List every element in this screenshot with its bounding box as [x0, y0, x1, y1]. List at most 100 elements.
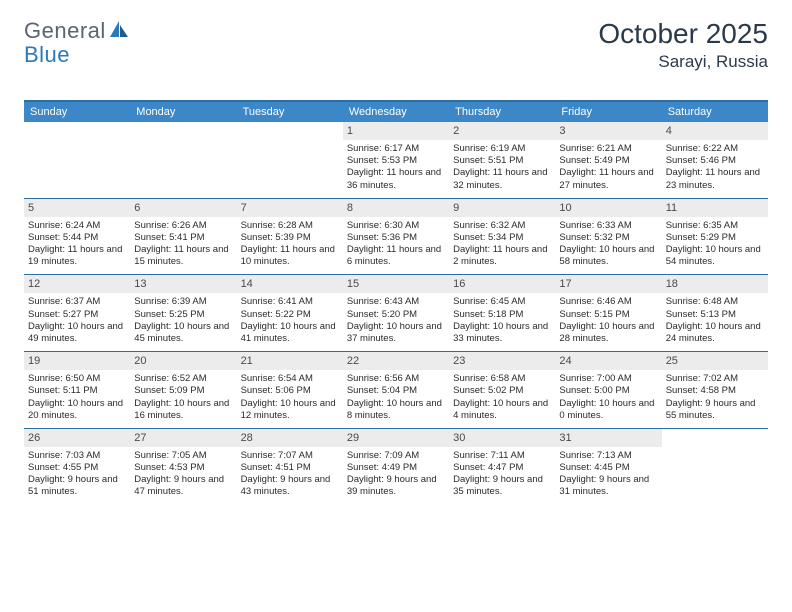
day-text: Sunrise: 6:48 AM Sunset: 5:13 PM Dayligh…	[662, 293, 768, 351]
day-number: 23	[449, 352, 555, 370]
day-number: 26	[24, 429, 130, 447]
day-number: 15	[343, 275, 449, 293]
calendar-page: General October 2025 Sarayi, Russia Blue…	[0, 0, 792, 525]
calendar-cell: 17Sunrise: 6:46 AM Sunset: 5:15 PM Dayli…	[555, 275, 661, 352]
location: Sarayi, Russia	[598, 52, 768, 72]
calendar-cell: 25Sunrise: 7:02 AM Sunset: 4:58 PM Dayli…	[662, 352, 768, 429]
day-text: Sunrise: 6:35 AM Sunset: 5:29 PM Dayligh…	[662, 217, 768, 275]
day-text: Sunrise: 6:37 AM Sunset: 5:27 PM Dayligh…	[24, 293, 130, 351]
calendar-cell: 14Sunrise: 6:41 AM Sunset: 5:22 PM Dayli…	[237, 275, 343, 352]
day-text: Sunrise: 7:02 AM Sunset: 4:58 PM Dayligh…	[662, 370, 768, 428]
calendar-cell	[237, 122, 343, 198]
day-text	[662, 447, 768, 456]
day-number: 12	[24, 275, 130, 293]
calendar-cell: 31Sunrise: 7:13 AM Sunset: 4:45 PM Dayli…	[555, 428, 661, 504]
calendar-cell	[662, 428, 768, 504]
calendar-cell: 19Sunrise: 6:50 AM Sunset: 5:11 PM Dayli…	[24, 352, 130, 429]
day-text: Sunrise: 7:07 AM Sunset: 4:51 PM Dayligh…	[237, 447, 343, 505]
calendar-cell: 8Sunrise: 6:30 AM Sunset: 5:36 PM Daylig…	[343, 198, 449, 275]
day-number	[237, 122, 343, 140]
calendar-cell: 15Sunrise: 6:43 AM Sunset: 5:20 PM Dayli…	[343, 275, 449, 352]
day-number: 7	[237, 199, 343, 217]
day-number: 18	[662, 275, 768, 293]
calendar-cell: 5Sunrise: 6:24 AM Sunset: 5:44 PM Daylig…	[24, 198, 130, 275]
day-number: 8	[343, 199, 449, 217]
calendar-cell: 22Sunrise: 6:56 AM Sunset: 5:04 PM Dayli…	[343, 352, 449, 429]
day-text: Sunrise: 6:30 AM Sunset: 5:36 PM Dayligh…	[343, 217, 449, 275]
calendar-table: SundayMondayTuesdayWednesdayThursdayFrid…	[24, 102, 768, 505]
calendar-head: SundayMondayTuesdayWednesdayThursdayFrid…	[24, 102, 768, 122]
day-number: 19	[24, 352, 130, 370]
calendar-cell	[130, 122, 236, 198]
day-text: Sunrise: 6:46 AM Sunset: 5:15 PM Dayligh…	[555, 293, 661, 351]
day-text: Sunrise: 6:19 AM Sunset: 5:51 PM Dayligh…	[449, 140, 555, 198]
day-text: Sunrise: 6:45 AM Sunset: 5:18 PM Dayligh…	[449, 293, 555, 351]
day-number: 25	[662, 352, 768, 370]
day-text: Sunrise: 6:28 AM Sunset: 5:39 PM Dayligh…	[237, 217, 343, 275]
day-text	[130, 140, 236, 149]
calendar-week: 26Sunrise: 7:03 AM Sunset: 4:55 PM Dayli…	[24, 428, 768, 504]
day-number: 22	[343, 352, 449, 370]
calendar-cell: 7Sunrise: 6:28 AM Sunset: 5:39 PM Daylig…	[237, 198, 343, 275]
header: General October 2025 Sarayi, Russia	[24, 18, 768, 72]
day-number: 1	[343, 122, 449, 140]
day-text	[237, 140, 343, 149]
month-title: October 2025	[598, 18, 768, 50]
day-text: Sunrise: 6:22 AM Sunset: 5:46 PM Dayligh…	[662, 140, 768, 198]
title-block: October 2025 Sarayi, Russia	[598, 18, 768, 72]
day-text: Sunrise: 6:26 AM Sunset: 5:41 PM Dayligh…	[130, 217, 236, 275]
day-number: 31	[555, 429, 661, 447]
day-text: Sunrise: 6:43 AM Sunset: 5:20 PM Dayligh…	[343, 293, 449, 351]
brand-logo: General	[24, 18, 130, 44]
day-text: Sunrise: 7:13 AM Sunset: 4:45 PM Dayligh…	[555, 447, 661, 505]
calendar-week: 19Sunrise: 6:50 AM Sunset: 5:11 PM Dayli…	[24, 352, 768, 429]
day-text: Sunrise: 7:05 AM Sunset: 4:53 PM Dayligh…	[130, 447, 236, 505]
day-number: 11	[662, 199, 768, 217]
day-header: Friday	[555, 102, 661, 122]
calendar-cell	[24, 122, 130, 198]
day-text: Sunrise: 6:56 AM Sunset: 5:04 PM Dayligh…	[343, 370, 449, 428]
brand-blue: Blue	[24, 42, 70, 67]
day-header: Wednesday	[343, 102, 449, 122]
day-number	[662, 429, 768, 447]
sail-icon	[108, 19, 130, 44]
day-text: Sunrise: 6:39 AM Sunset: 5:25 PM Dayligh…	[130, 293, 236, 351]
day-text: Sunrise: 7:11 AM Sunset: 4:47 PM Dayligh…	[449, 447, 555, 505]
day-text: Sunrise: 6:21 AM Sunset: 5:49 PM Dayligh…	[555, 140, 661, 198]
calendar-cell: 30Sunrise: 7:11 AM Sunset: 4:47 PM Dayli…	[449, 428, 555, 504]
day-number: 27	[130, 429, 236, 447]
calendar-cell: 9Sunrise: 6:32 AM Sunset: 5:34 PM Daylig…	[449, 198, 555, 275]
calendar-cell: 13Sunrise: 6:39 AM Sunset: 5:25 PM Dayli…	[130, 275, 236, 352]
day-number: 6	[130, 199, 236, 217]
day-text: Sunrise: 6:50 AM Sunset: 5:11 PM Dayligh…	[24, 370, 130, 428]
day-number: 28	[237, 429, 343, 447]
calendar-cell: 3Sunrise: 6:21 AM Sunset: 5:49 PM Daylig…	[555, 122, 661, 198]
calendar-week: 12Sunrise: 6:37 AM Sunset: 5:27 PM Dayli…	[24, 275, 768, 352]
day-header: Monday	[130, 102, 236, 122]
calendar-cell: 23Sunrise: 6:58 AM Sunset: 5:02 PM Dayli…	[449, 352, 555, 429]
day-number: 4	[662, 122, 768, 140]
day-header: Thursday	[449, 102, 555, 122]
day-number: 3	[555, 122, 661, 140]
day-text: Sunrise: 6:52 AM Sunset: 5:09 PM Dayligh…	[130, 370, 236, 428]
calendar-cell: 28Sunrise: 7:07 AM Sunset: 4:51 PM Dayli…	[237, 428, 343, 504]
day-header: Tuesday	[237, 102, 343, 122]
calendar-wrap: SundayMondayTuesdayWednesdayThursdayFrid…	[24, 100, 768, 505]
day-number: 2	[449, 122, 555, 140]
calendar-cell: 1Sunrise: 6:17 AM Sunset: 5:53 PM Daylig…	[343, 122, 449, 198]
day-text: Sunrise: 6:54 AM Sunset: 5:06 PM Dayligh…	[237, 370, 343, 428]
day-header: Saturday	[662, 102, 768, 122]
day-number	[130, 122, 236, 140]
calendar-cell: 29Sunrise: 7:09 AM Sunset: 4:49 PM Dayli…	[343, 428, 449, 504]
calendar-cell: 27Sunrise: 7:05 AM Sunset: 4:53 PM Dayli…	[130, 428, 236, 504]
calendar-cell: 20Sunrise: 6:52 AM Sunset: 5:09 PM Dayli…	[130, 352, 236, 429]
calendar-week: 1Sunrise: 6:17 AM Sunset: 5:53 PM Daylig…	[24, 122, 768, 198]
calendar-cell: 2Sunrise: 6:19 AM Sunset: 5:51 PM Daylig…	[449, 122, 555, 198]
day-number: 10	[555, 199, 661, 217]
calendar-cell: 26Sunrise: 7:03 AM Sunset: 4:55 PM Dayli…	[24, 428, 130, 504]
day-text: Sunrise: 7:00 AM Sunset: 5:00 PM Dayligh…	[555, 370, 661, 428]
day-number: 13	[130, 275, 236, 293]
day-number: 21	[237, 352, 343, 370]
calendar-cell: 11Sunrise: 6:35 AM Sunset: 5:29 PM Dayli…	[662, 198, 768, 275]
day-number: 24	[555, 352, 661, 370]
